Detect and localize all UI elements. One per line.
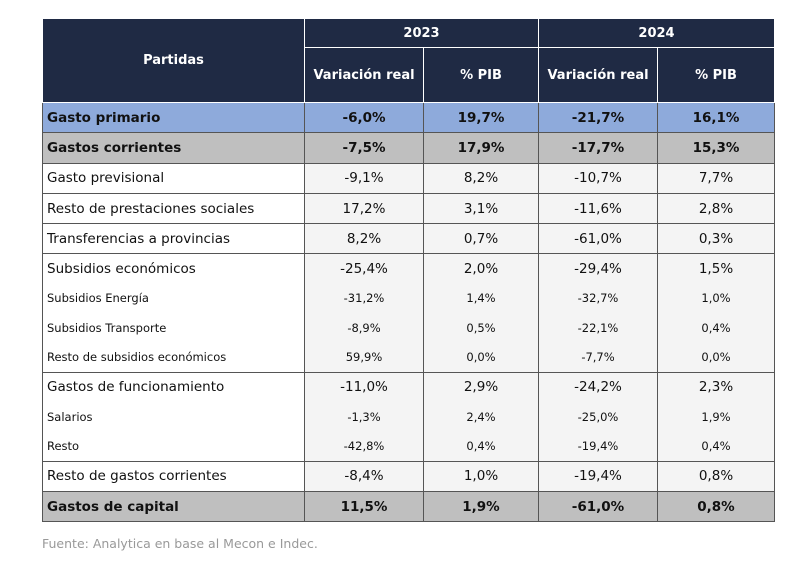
budget-table: Partidas 2023 2024 Variación real % PIB … [42, 18, 775, 523]
row-label: Salarios [42, 401, 305, 432]
cell: 0,4% [657, 313, 775, 343]
cell: -11,6% [538, 192, 658, 224]
cell: 15,3% [657, 132, 775, 164]
cell: -7,7% [538, 342, 658, 373]
cell: 0,0% [423, 342, 539, 373]
cell: -29,4% [538, 253, 658, 284]
row-label: Subsidios económicos [42, 253, 305, 284]
cell: -61,0% [538, 223, 658, 254]
row-label: Gastos de capital [42, 490, 305, 523]
cell: 0,8% [657, 490, 775, 523]
cell: 2,9% [423, 371, 539, 402]
cell: 0,0% [657, 342, 775, 373]
cell: -7,5% [304, 132, 424, 164]
table-row: Gastos de capital 11,5% 1,9% -61,0% 0,8% [42, 490, 775, 523]
table-row: Transferencias a provincias 8,2% 0,7% -61,0… [42, 223, 775, 254]
header-sub: Variación real [538, 47, 658, 103]
cell: -31,2% [304, 283, 424, 314]
cell: 1,0% [423, 460, 539, 492]
table-row: Gastos de funcionamiento -11,0% 2,9% -24,2%… [42, 371, 775, 402]
table-row: Salarios -1,3% 2,4% -25,0% 1,9% [42, 401, 775, 432]
cell: -42,8% [304, 431, 424, 462]
cell: -24,2% [538, 371, 658, 402]
table-row: Resto de subsidios económicos 59,9% 0,0% -7… [42, 342, 775, 373]
cell: 0,5% [423, 313, 539, 343]
cell: -8,9% [304, 313, 424, 343]
cell: 7,7% [657, 162, 775, 194]
cell: 2,4% [423, 401, 539, 432]
row-label: Resto de prestaciones sociales [42, 192, 305, 224]
cell: 2,0% [423, 253, 539, 284]
cell: 3,1% [423, 192, 539, 224]
cell: -25,0% [538, 401, 658, 432]
header-partidas: Partidas [42, 18, 305, 103]
table-row: Gasto previsional -9,1% 8,2% -10,7% 7,7% [42, 162, 775, 194]
cell: 2,8% [657, 192, 775, 224]
row-label: Gasto previsional [42, 162, 305, 194]
cell: 8,2% [304, 223, 424, 254]
row-label: Gasto primario [42, 101, 305, 133]
cell: -6,0% [304, 101, 424, 133]
table-row: Gastos corrientes -7,5% 17,9% -17,7% 15,3% [42, 132, 775, 164]
cell: 8,2% [423, 162, 539, 194]
cell: -10,7% [538, 162, 658, 194]
cell: 0,4% [423, 431, 539, 462]
table-row: Gasto primario -6,0% 19,7% -21,7% 16,1% [42, 101, 775, 133]
cell: 16,1% [657, 101, 775, 133]
cell: 1,9% [657, 401, 775, 432]
row-label: Resto [42, 431, 305, 462]
cell: -32,7% [538, 283, 658, 314]
table-row: Subsidios económicos -25,4% 2,0% -29,4% 1,5% [42, 253, 775, 284]
cell: 17,2% [304, 192, 424, 224]
row-label: Gastos de funcionamiento [42, 371, 305, 402]
table-row: Resto -42,8% 0,4% -19,4% 0,4% [42, 431, 775, 462]
cell: -17,7% [538, 132, 658, 164]
row-label: Gastos corrientes [42, 132, 305, 164]
cell: -21,7% [538, 101, 658, 133]
cell: 0,3% [657, 223, 775, 254]
cell: -1,3% [304, 401, 424, 432]
cell: -8,4% [304, 460, 424, 492]
cell: 1,9% [423, 490, 539, 523]
cell: -19,4% [538, 460, 658, 492]
header-sub: % PIB [423, 47, 539, 103]
cell: 1,0% [657, 283, 775, 314]
header-year: 2023 [304, 18, 539, 48]
cell: 1,4% [423, 283, 539, 314]
row-label: Subsidios Transporte [42, 313, 305, 343]
row-label: Subsidios Energía [42, 283, 305, 314]
cell: 59,9% [304, 342, 424, 373]
table-body: Gasto primario -6,0% 19,7% -21,7% 16,1% Gasto… [42, 101, 775, 523]
source-note: Fuente: Analytica en base al Mecon e Ind… [42, 536, 318, 551]
cell: -9,1% [304, 162, 424, 194]
header-sub: % PIB [657, 47, 775, 103]
cell: 0,8% [657, 460, 775, 492]
header-year: 2024 [538, 18, 775, 48]
row-label: Transferencias a provincias [42, 223, 305, 254]
table-row: Resto de prestaciones sociales 17,2% 3,1% -… [42, 192, 775, 224]
cell: -19,4% [538, 431, 658, 462]
table-row: Resto de gastos corrientes -8,4% 1,0% -19,4… [42, 460, 775, 492]
row-label: Resto de subsidios económicos [42, 342, 305, 373]
cell: 1,5% [657, 253, 775, 284]
header-sub: Variación real [304, 47, 424, 103]
row-label: Resto de gastos corrientes [42, 460, 305, 492]
cell: 0,7% [423, 223, 539, 254]
cell: -11,0% [304, 371, 424, 402]
cell: 0,4% [657, 431, 775, 462]
cell: -22,1% [538, 313, 658, 343]
cell: 2,3% [657, 371, 775, 402]
cell: -25,4% [304, 253, 424, 284]
cell: 19,7% [423, 101, 539, 133]
cell: 17,9% [423, 132, 539, 164]
table-row: Subsidios Energía -31,2% 1,4% -32,7% 1,0% [42, 283, 775, 314]
cell: 11,5% [304, 490, 424, 523]
table-row: Subsidios Transporte -8,9% 0,5% -22,1% 0,4% [42, 313, 775, 343]
cell: -61,0% [538, 490, 658, 523]
